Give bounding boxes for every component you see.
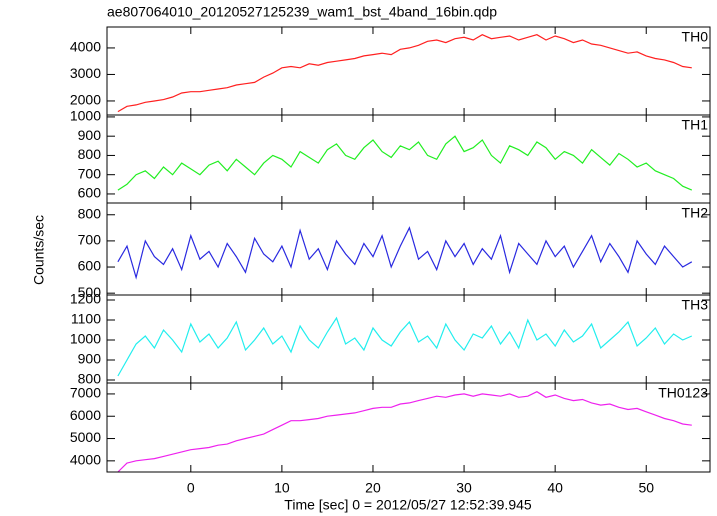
y-tick-label: 1000: [70, 108, 101, 124]
panel-label: TH1: [682, 117, 709, 133]
panel-frame: [106, 382, 711, 473]
panel-label: TH0123: [658, 385, 708, 401]
x-tick-label: 50: [638, 480, 654, 496]
panel-frame: [106, 202, 711, 296]
panel-frame: [106, 26, 711, 116]
y-tick-label: 900: [78, 351, 102, 367]
y-tick-label: 1100: [71, 311, 101, 327]
y-tick-label: 1000: [70, 331, 101, 347]
panel-frame: [106, 294, 711, 384]
x-tick-label: 40: [547, 480, 563, 496]
y-tick-label: 2000: [70, 92, 101, 108]
y-tick-label: 500: [78, 284, 102, 300]
panel-label: TH3: [682, 297, 709, 313]
panel-label: TH0: [682, 29, 709, 45]
data-line: [117, 316, 693, 377]
y-tick-label: 7000: [70, 385, 101, 401]
data-line: [117, 391, 692, 473]
y-tick-label: 900: [78, 127, 102, 143]
y-tick-label: 800: [78, 205, 102, 221]
x-axis-label: Time [sec] 0 = 2012/05/27 12:52:39.945: [284, 497, 532, 513]
y-tick-label: 600: [78, 258, 102, 274]
data-line: [117, 135, 693, 191]
y-tick-label: 4000: [70, 452, 101, 468]
y-tick-label: 4000: [70, 39, 101, 55]
x-tick-label: 30: [456, 480, 472, 496]
y-tick-label: 5000: [70, 429, 101, 445]
x-tick-label: 20: [365, 480, 381, 496]
chart-title: ae807064010_20120527125239_wam1_bst_4ban…: [107, 4, 497, 20]
y-tick-label: 600: [78, 185, 102, 201]
panel-label: TH2: [682, 205, 709, 221]
panel-frame: [106, 114, 711, 204]
y-tick-label: 700: [78, 165, 102, 181]
y-tick-label: 3000: [70, 65, 101, 81]
y-tick-label: 1200: [70, 291, 101, 307]
data-line: [117, 226, 693, 280]
y-axis-label: Counts/sec: [31, 215, 47, 285]
x-tick-label: 0: [187, 480, 195, 496]
y-tick-label: 800: [78, 146, 102, 162]
y-tick-label: 800: [78, 371, 102, 387]
y-tick-label: 700: [78, 232, 102, 248]
data-line: [117, 34, 692, 113]
x-tick-label: 10: [274, 480, 290, 496]
y-tick-label: 6000: [70, 407, 101, 423]
